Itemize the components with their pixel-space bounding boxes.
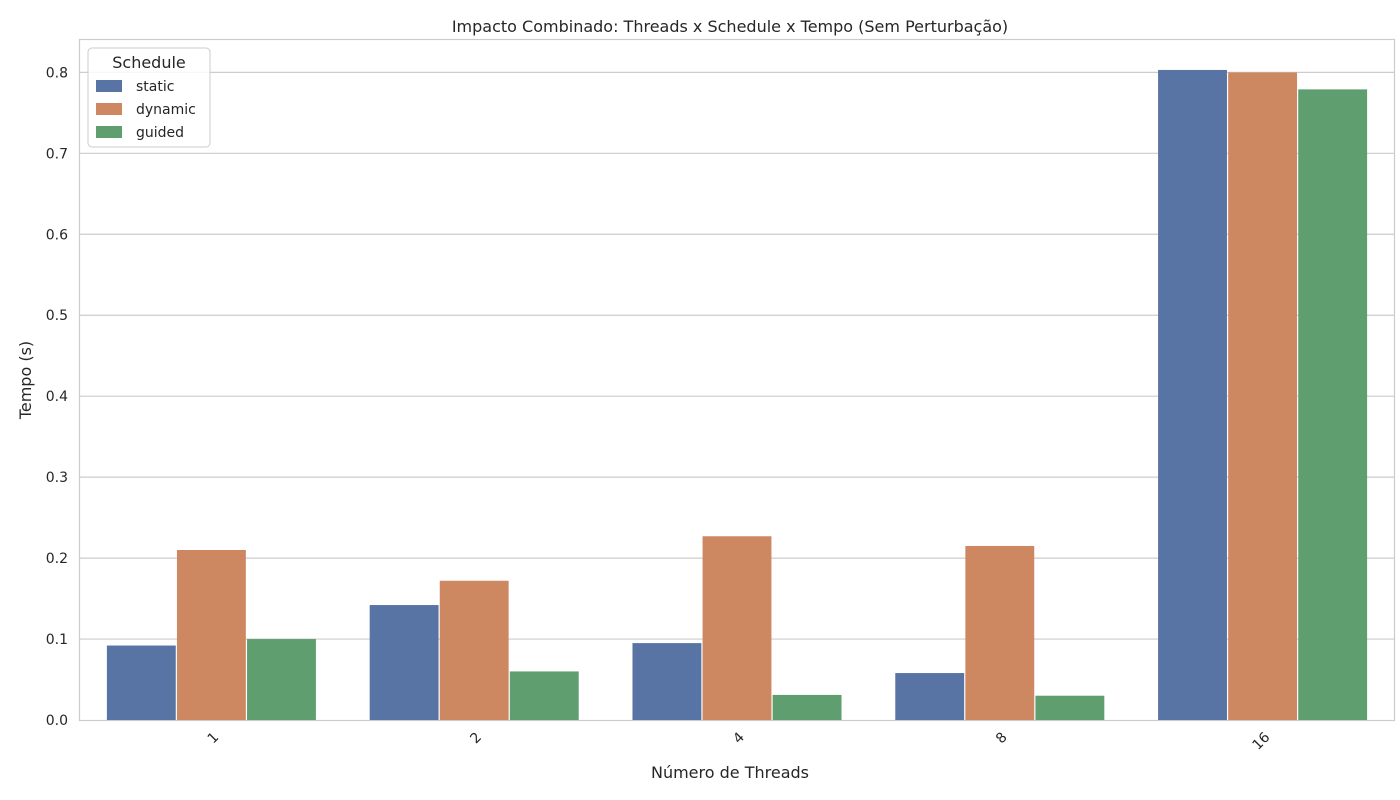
y-tick-label: 0.4 <box>46 389 68 405</box>
y-tick-label: 0.5 <box>46 308 68 324</box>
y-tick-label: 0.6 <box>46 227 68 243</box>
x-tick-labels: 1 2 4 8 16 <box>205 729 1274 753</box>
y-tick-label: 0.3 <box>46 470 68 486</box>
bar-static-1 <box>106 645 176 720</box>
legend-label-static: static <box>136 79 174 95</box>
x-tick-label: 4 <box>730 729 748 747</box>
plot-frame <box>78 38 1396 722</box>
bar-dynamic-1 <box>176 550 246 720</box>
x-axis-label: Número de Threads <box>651 763 809 782</box>
bar-dynamic-16 <box>1228 72 1298 720</box>
bar-dynamic-2 <box>439 580 509 720</box>
grid-lines <box>80 71 1394 640</box>
legend-title: Schedule <box>112 53 186 72</box>
chart-title: Impacto Combinado: Threads x Schedule x … <box>452 17 1008 36</box>
bars <box>106 69 1368 720</box>
legend-items: static dynamic guided <box>96 79 196 141</box>
y-axis-label: Tempo (s) <box>16 341 35 420</box>
legend-label-guided: guided <box>136 125 184 141</box>
y-tick-label: 0.8 <box>46 65 68 81</box>
legend-swatch-static <box>96 80 122 92</box>
bar-guided-8 <box>1035 695 1105 720</box>
legend-swatch-dynamic <box>96 103 122 115</box>
x-tick-label: 2 <box>467 730 485 748</box>
bar-guided-1 <box>247 639 316 720</box>
legend-box <box>87 47 211 148</box>
bar-guided-2 <box>509 671 579 720</box>
x-tick-label: 16 <box>1250 729 1274 753</box>
legend: Schedule static dynamic guided <box>87 47 211 148</box>
legend-label-dynamic: dynamic <box>136 102 196 118</box>
bar-dynamic-8 <box>965 545 1035 720</box>
bar-guided-16 <box>1298 89 1368 720</box>
y-tick-label: 0.2 <box>46 551 68 567</box>
bar-static-8 <box>895 673 965 720</box>
y-tick-label: 0.1 <box>46 632 68 648</box>
y-tick-labels: 0.0 0.1 0.2 0.3 0.4 0.5 0.6 0.7 0.8 <box>46 65 68 729</box>
x-tick-label: 1 <box>205 730 223 748</box>
legend-swatch-guided <box>96 126 122 138</box>
bar-guided-4 <box>772 694 842 720</box>
bar-static-2 <box>369 605 439 720</box>
bar-dynamic-4 <box>702 536 772 720</box>
bar-static-4 <box>632 643 702 720</box>
x-tick-label: 8 <box>993 730 1011 748</box>
y-tick-label: 0.0 <box>46 713 68 729</box>
y-tick-label: 0.7 <box>46 146 68 162</box>
bar-static-16 <box>1158 69 1227 720</box>
